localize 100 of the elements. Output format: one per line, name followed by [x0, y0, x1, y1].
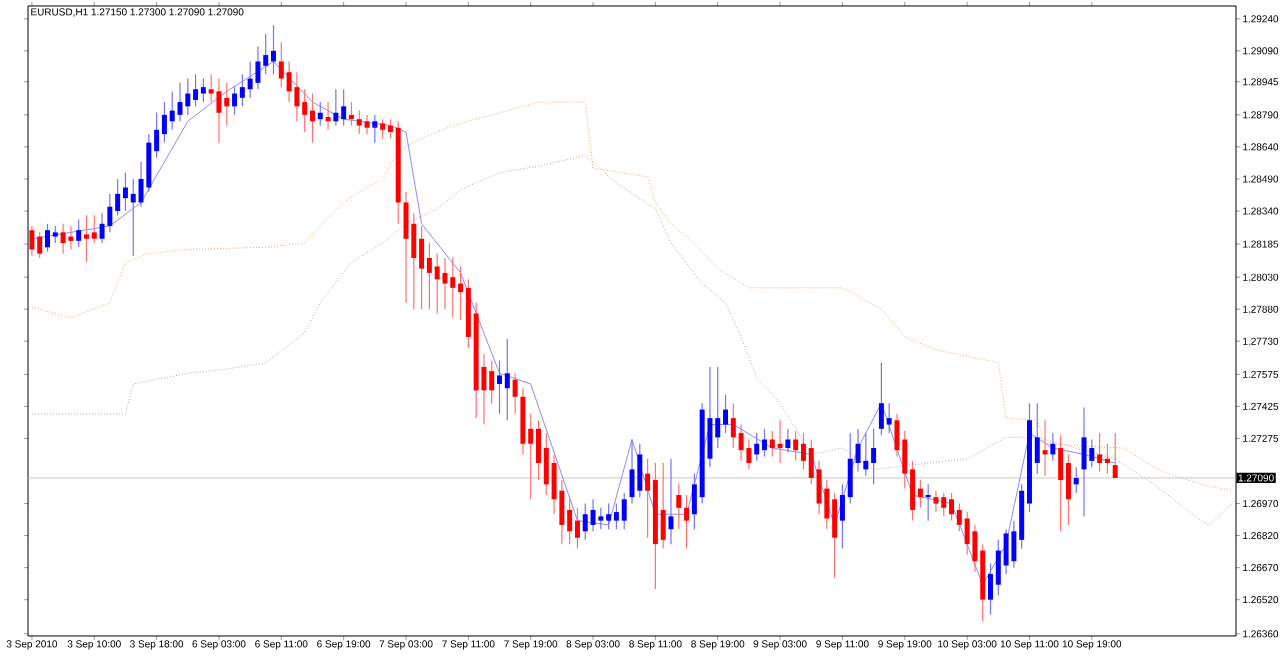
line-series [31, 101, 1233, 492]
candlestick [247, 60, 253, 99]
candlestick [1081, 406, 1087, 517]
candlestick [941, 492, 947, 517]
candlestick [450, 257, 456, 319]
candlestick [567, 498, 573, 545]
candlestick [512, 372, 518, 415]
candlestick [91, 214, 97, 244]
candlestick [419, 225, 425, 310]
candlestick [29, 225, 35, 257]
candlestick [341, 88, 347, 127]
candlestick [684, 494, 690, 550]
candlestick [762, 428, 767, 458]
candlestick [372, 114, 378, 144]
candlestick [45, 223, 50, 253]
candlestick [621, 492, 627, 530]
candlestick [193, 73, 199, 107]
candlestick [255, 45, 261, 90]
candlestick [489, 359, 495, 404]
candlestick [497, 359, 503, 415]
candlestick [309, 92, 315, 144]
candlestick [582, 502, 588, 541]
candlestick [68, 225, 74, 251]
candlestick [1112, 432, 1118, 479]
candlestick [325, 101, 331, 131]
candlestick [224, 82, 230, 127]
candlestick [886, 402, 892, 434]
candlestick [200, 77, 206, 103]
candlestick [949, 492, 955, 522]
candlestick [746, 438, 752, 470]
candlestick [278, 41, 284, 88]
candlestick [520, 387, 526, 456]
candlestick [598, 507, 604, 530]
candlestick [871, 428, 877, 485]
candlestick [348, 101, 354, 127]
candlestick [1097, 432, 1103, 473]
candlestick [668, 458, 674, 545]
line-series [31, 154, 1233, 526]
candlestick [434, 253, 440, 315]
candlestick [863, 432, 869, 477]
candlestick [333, 88, 339, 127]
candlestick [769, 430, 775, 458]
candlestick [426, 242, 432, 310]
candlestick [356, 110, 362, 135]
candlestick [364, 114, 370, 135]
candlestick [793, 430, 799, 462]
candlestick [629, 438, 635, 505]
candlestick [964, 511, 970, 556]
candlestick [1050, 432, 1056, 462]
candlestick [169, 90, 175, 131]
candlestick [995, 539, 1001, 596]
candlestick [738, 423, 744, 462]
candlestick [645, 458, 651, 539]
candlestick [37, 231, 43, 259]
candlestick [606, 502, 612, 530]
candlestick [130, 178, 136, 257]
candlestick [504, 338, 510, 421]
candlestick [754, 432, 760, 462]
candlestick [317, 101, 323, 127]
candlestick [185, 77, 191, 116]
candlestick [730, 402, 736, 449]
candlestick [302, 88, 308, 133]
candlestick [660, 462, 666, 550]
candlestick [543, 432, 549, 496]
candlestick [380, 118, 386, 139]
candlestick [442, 257, 448, 310]
candlestick [878, 362, 884, 436]
candlestick [294, 71, 300, 122]
candlestick [676, 483, 682, 530]
candlestick [777, 419, 783, 464]
candlestick [723, 394, 729, 434]
candlestick [1065, 453, 1071, 526]
candlestick [1089, 438, 1095, 468]
candlestick [232, 86, 238, 116]
candlestick [785, 428, 791, 453]
candlestick [1058, 434, 1064, 532]
candlestick [216, 77, 222, 144]
candlestick [286, 60, 292, 103]
candlestick [535, 419, 541, 481]
candlestick [60, 223, 66, 255]
candlestick [263, 33, 269, 75]
candlestick [1073, 466, 1079, 494]
candlestick [83, 214, 89, 263]
candlestick [99, 212, 105, 244]
candlestick [832, 492, 838, 579]
candlestick [76, 218, 82, 248]
candlestick [637, 443, 643, 498]
candlestick [122, 171, 128, 212]
candlestick [933, 490, 939, 513]
candlestick [1104, 443, 1110, 475]
candlestick [107, 193, 113, 233]
candlestick [925, 483, 931, 522]
candlestick [590, 498, 596, 532]
candlestick [239, 73, 245, 107]
candlestick [161, 101, 167, 144]
candlestick [1042, 419, 1048, 477]
candlestick [800, 432, 806, 470]
candlestick [613, 502, 619, 530]
candlestick [271, 24, 277, 75]
candlestick [574, 507, 580, 550]
